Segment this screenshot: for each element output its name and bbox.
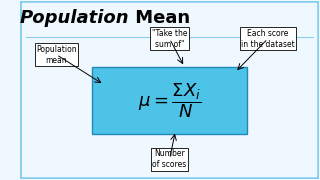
Text: Mean: Mean <box>129 9 190 27</box>
Text: Population: Population <box>20 9 129 27</box>
Text: Number
of scores: Number of scores <box>152 149 187 169</box>
Text: Population
mean: Population mean <box>36 44 76 65</box>
FancyBboxPatch shape <box>20 1 319 179</box>
FancyBboxPatch shape <box>92 67 247 134</box>
Text: $\mu = \dfrac{\Sigma X_i}{N}$: $\mu = \dfrac{\Sigma X_i}{N}$ <box>138 81 201 120</box>
Text: Each score
in the dataset: Each score in the dataset <box>241 29 295 49</box>
Text: "Take the
sum of": "Take the sum of" <box>152 29 187 49</box>
